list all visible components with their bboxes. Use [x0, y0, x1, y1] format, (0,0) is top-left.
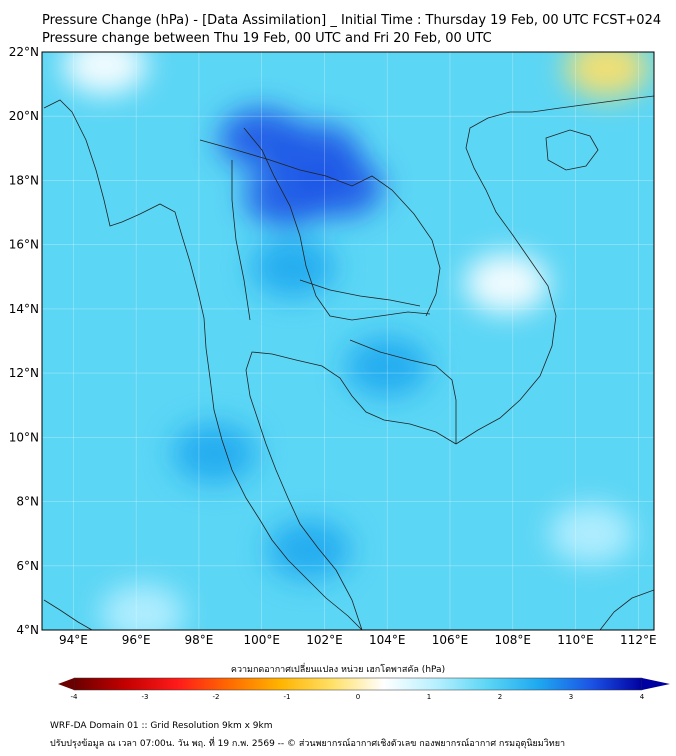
lat-tick-label: 16°N: [9, 238, 39, 252]
colorbar-tick-label: 0: [356, 693, 360, 701]
colorbar-tick-label: 1: [427, 693, 431, 701]
country-boundaries: [43, 95, 654, 630]
lon-tick-label: 98°E: [184, 633, 213, 647]
colorbar-tick-label: -2: [213, 693, 220, 701]
lon-tick-label: 96°E: [122, 633, 151, 647]
lon-tick-label: 94°E: [59, 633, 88, 647]
field-blob-9: [564, 52, 649, 99]
lon-tick-label: 108°E: [495, 633, 532, 647]
field-blob-10: [464, 253, 549, 314]
lon-tick-label: 112°E: [620, 633, 657, 647]
map-plot-area: [42, 52, 654, 630]
footer-credit: ปรับปรุงข้อมูล ณ เวลา 07:00น. วัน พฤ. ที…: [50, 739, 566, 749]
lat-tick-label: 12°N: [9, 366, 39, 380]
lat-tick-label: 14°N: [9, 302, 39, 316]
map-axis-labels: 94°E 96°E 98°E 100°E 102°E 104°E 106°E 108°E 110…: [9, 45, 657, 647]
field-blob-8: [62, 52, 147, 95]
pressure-field-blobs: [62, 52, 649, 630]
colorbar: -4 -3 -2 -1 0 1 2 3 4: [58, 677, 670, 701]
field-blob-11: [549, 503, 634, 564]
map-subtitle: Pressure change between Thu 19 Feb, 00 U…: [42, 31, 492, 46]
map-frame: [41, 51, 655, 631]
colorbar-left-arrow: [58, 678, 74, 690]
colorbar-tick-label: -3: [142, 693, 149, 701]
field-blob-4: [251, 237, 336, 298]
colorbar-tick-label: 2: [498, 693, 502, 701]
colorbar-tick-label: -1: [284, 693, 291, 701]
field-blob-12: [100, 583, 185, 630]
lon-tick-label: 100°E: [243, 633, 280, 647]
map-title: Pressure Change (hPa) - [Data Assimilati…: [42, 13, 662, 28]
lat-tick-label: 4°N: [16, 623, 39, 637]
lat-tick-label: 18°N: [9, 173, 39, 187]
lat-tick-label: 20°N: [9, 109, 39, 123]
colorbar-scale: [73, 677, 643, 691]
field-blob-3: [298, 156, 383, 217]
lat-tick-label: 10°N: [9, 430, 39, 444]
lat-tick-label: 22°N: [9, 45, 39, 59]
lat-tick-label: 6°N: [16, 559, 39, 573]
colorbar-tick-label: 3: [569, 693, 573, 701]
colorbar-label: ความกดอากาศเปลี่ยนแปลง หน่วย เฮกโตพาสคัล…: [230, 665, 446, 675]
footer-model-info: WRF-DA Domain 01 :: Grid Resolution 9km …: [50, 721, 273, 731]
colorbar-tick-label: -4: [71, 693, 79, 701]
lon-tick-label: 104°E: [369, 633, 406, 647]
lat-tick-label: 8°N: [16, 495, 39, 509]
field-blob-5: [345, 336, 430, 397]
colorbar-ticks: -4 -3 -2 -1 0 1 2 3 4: [71, 693, 645, 701]
colorbar-right-arrow: [642, 678, 670, 690]
lon-tick-label: 102°E: [306, 633, 343, 647]
map-gridlines: [42, 52, 654, 630]
field-blob-7: [266, 519, 351, 580]
field-blob-6: [172, 423, 257, 484]
lon-tick-label: 106°E: [432, 633, 469, 647]
colorbar-tick-label: 4: [640, 693, 645, 701]
lon-tick-label: 110°E: [557, 633, 594, 647]
